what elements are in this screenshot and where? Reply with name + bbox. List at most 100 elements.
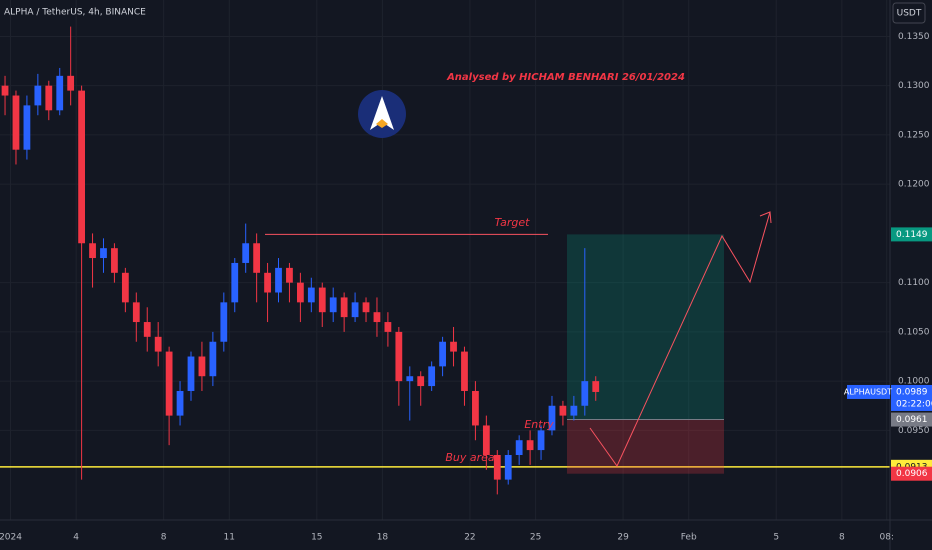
price-tag-label: 0.0961	[896, 415, 928, 425]
candle-body	[450, 341, 457, 352]
y-tick-label: 0.1300	[898, 81, 930, 91]
x-tick-label: 2024	[0, 533, 22, 543]
x-tick-label: 25	[530, 533, 541, 543]
price-tag	[891, 466, 932, 481]
logo-icon	[376, 119, 388, 128]
candle-body	[176, 390, 184, 416]
target-label: Target	[495, 216, 531, 229]
x-tick-label: 15	[311, 533, 322, 543]
candle-body	[493, 455, 501, 480]
buy-area-label: Buy area	[445, 451, 495, 464]
candle-body	[45, 85, 53, 111]
candles	[1, 26, 600, 495]
candle-body	[132, 302, 140, 323]
candle-body	[198, 356, 206, 377]
grid	[0, 0, 890, 520]
candle-body	[592, 381, 600, 392]
projection-path	[589, 211, 771, 467]
x-tick-label: 29	[617, 533, 629, 543]
x-tick-label: 5	[773, 533, 779, 543]
candle-body	[275, 267, 282, 293]
logo-icon	[370, 96, 394, 130]
candle-body	[307, 287, 315, 303]
x-tick-label: 18	[377, 533, 389, 543]
candle-body	[154, 336, 162, 352]
candle-body	[472, 390, 479, 426]
candle-body	[581, 381, 589, 406]
candle-body	[296, 282, 304, 303]
x-tick-label: 08:	[879, 533, 893, 543]
candle-body	[111, 248, 118, 273]
candle-body	[351, 302, 359, 318]
candle-body	[100, 248, 107, 259]
candle-body	[439, 341, 446, 367]
price-tag	[891, 227, 932, 242]
price-tag-label: 0.1149	[896, 230, 928, 240]
candle-body	[1, 85, 9, 96]
candle-body	[253, 243, 261, 273]
price-tag-label: 0.0906	[896, 469, 928, 479]
candle-body	[548, 405, 556, 431]
candle-body	[286, 267, 293, 283]
y-tick-label: 0.1350	[898, 32, 930, 42]
loss-zone	[567, 419, 724, 474]
candle-body	[340, 297, 348, 318]
candle-body	[56, 75, 64, 111]
candle-body	[220, 302, 228, 342]
currency-button[interactable]	[892, 2, 926, 24]
x-tick-label: Feb	[681, 533, 697, 543]
x-tick-label: 4	[73, 533, 79, 543]
credit: Analysed by HICHAM BENHARI 26/01/2024	[446, 72, 685, 83]
candle-body	[559, 405, 567, 416]
x-tick-label: 8	[161, 533, 167, 543]
y-tick-label: 0.1050	[898, 327, 930, 337]
candle-body	[461, 351, 468, 391]
currency[interactable]: USDT	[897, 9, 922, 19]
candle-body	[318, 287, 326, 313]
candle-body	[362, 302, 370, 313]
candle-body	[209, 341, 217, 377]
candle-body	[78, 90, 85, 244]
candle-body	[187, 356, 195, 391]
price-tag	[891, 412, 932, 427]
candle-body	[121, 272, 129, 303]
candle-body	[34, 85, 42, 106]
last-price-label: 0.0989	[896, 387, 928, 397]
candle-body	[264, 272, 271, 293]
candle-body	[12, 95, 20, 150]
candle-body	[67, 75, 75, 91]
candle-body	[395, 331, 403, 382]
y-tick-label: 0.0950	[898, 426, 930, 436]
last-price-tag	[891, 384, 932, 411]
candle-body	[384, 322, 392, 332]
x-tick-label: 8	[839, 533, 845, 543]
symbol-tag-label: ALPHAUSDT	[844, 387, 892, 396]
candle-body	[406, 376, 414, 382]
candle-body	[165, 351, 173, 416]
candle-body	[570, 405, 578, 416]
candle-body	[23, 105, 31, 150]
candle-body	[515, 440, 523, 455]
candle-body	[504, 455, 512, 480]
candle-body	[482, 425, 490, 455]
candle-body	[373, 312, 381, 323]
y-tick-label: 0.1100	[898, 278, 930, 288]
profit-zone	[567, 234, 724, 420]
candle-body	[143, 322, 151, 337]
candle-body	[242, 243, 250, 263]
y-tick-label: 0.1000	[898, 377, 930, 387]
logo	[358, 90, 406, 138]
countdown: 02:22:06	[896, 399, 932, 409]
candle-body	[329, 297, 337, 313]
candle-body	[231, 262, 239, 303]
x-tick-label: 11	[224, 533, 235, 543]
candle-body	[428, 366, 436, 387]
projection-arrow	[759, 211, 772, 224]
symbol-line: ALPHA / TetherUS, 4h, BINANCE	[4, 8, 146, 18]
candle-body	[537, 430, 545, 451]
candle-body	[89, 243, 96, 259]
y-tick-label: 0.1250	[898, 130, 930, 140]
y-tick-label: 0.1200	[898, 180, 930, 190]
candle-body	[526, 440, 534, 451]
